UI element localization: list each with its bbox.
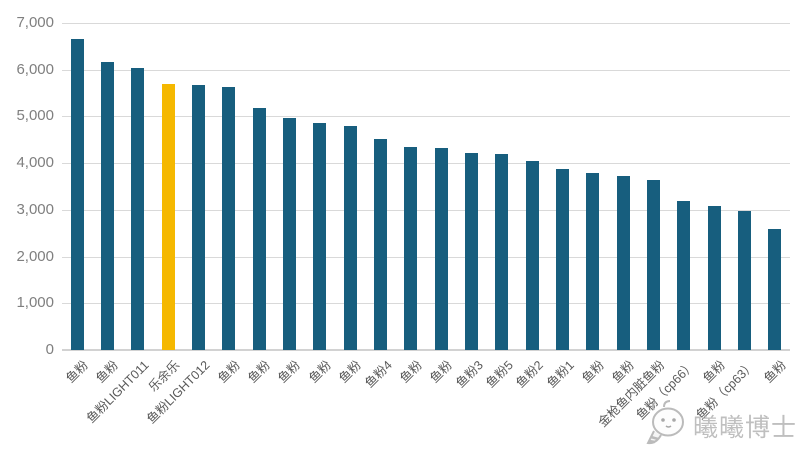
x-axis-category-label: 鱼粉	[427, 358, 456, 386]
x-axis-category-label: 鱼粉	[336, 358, 365, 386]
bar	[495, 153, 509, 350]
gridline	[62, 23, 790, 24]
y-axis-tick-label: 1,000	[16, 294, 54, 312]
watermark: 曦曦博士	[644, 398, 797, 453]
bar	[738, 211, 751, 350]
gridline	[62, 256, 790, 258]
gridline	[62, 303, 790, 305]
bar	[616, 175, 630, 350]
x-axis-category-label: 鱼粉5	[483, 358, 516, 391]
gridline	[62, 69, 790, 71]
bar	[70, 39, 84, 350]
y-axis-tick-label: 2,000	[16, 247, 54, 265]
y-axis-tick-label: 5,000	[16, 107, 54, 125]
bar	[192, 85, 205, 350]
gridline	[62, 116, 790, 118]
bar	[404, 146, 418, 350]
x-axis-category-label: 鱼粉	[579, 358, 607, 386]
x-axis-category-label: 鱼粉	[761, 358, 789, 386]
gridline	[62, 163, 790, 165]
y-axis-tick-label: 3,000	[16, 200, 54, 218]
bar	[101, 61, 114, 350]
x-axis-line	[62, 349, 790, 351]
bar	[647, 179, 660, 350]
bar	[252, 108, 266, 350]
bar	[465, 153, 478, 350]
bar	[131, 67, 145, 350]
bar	[343, 125, 357, 350]
gridline	[62, 209, 790, 211]
watermark-text: 曦曦博士	[693, 413, 798, 442]
bar	[313, 123, 327, 350]
y-axis-tick-label: 0	[45, 341, 54, 358]
bar-highlighted	[161, 83, 175, 350]
x-axis-category-label: 鱼粉	[397, 358, 425, 386]
x-axis-category-label: 鱼粉	[275, 358, 304, 386]
x-axis-category-label: 鱼粉1	[543, 358, 577, 391]
x-axis-category-label: 鱼粉3	[452, 358, 486, 391]
cartoon-bee-face-icon	[644, 398, 690, 453]
bar	[525, 160, 539, 350]
y-axis-tick-label: 7,000	[16, 14, 54, 31]
bar	[556, 169, 569, 350]
bar	[586, 172, 600, 350]
y-axis-tick-label: 4,000	[16, 154, 54, 172]
x-axis-category-label: 鱼粉	[63, 358, 92, 386]
y-axis-tick-label: 6,000	[16, 60, 54, 78]
bar	[283, 117, 296, 350]
bar	[707, 206, 721, 350]
bar	[222, 87, 236, 350]
x-axis-category-label: 鱼粉4	[361, 358, 395, 391]
bar	[434, 147, 448, 350]
bar	[768, 229, 782, 350]
x-axis-category-label: 鱼粉	[306, 358, 334, 386]
x-axis-category-label: 鱼粉2	[513, 358, 547, 391]
x-axis-category-label: 鱼粉	[245, 358, 274, 386]
x-axis-category-label: 鱼粉	[215, 358, 243, 386]
bar	[677, 200, 691, 350]
bar	[374, 138, 387, 350]
